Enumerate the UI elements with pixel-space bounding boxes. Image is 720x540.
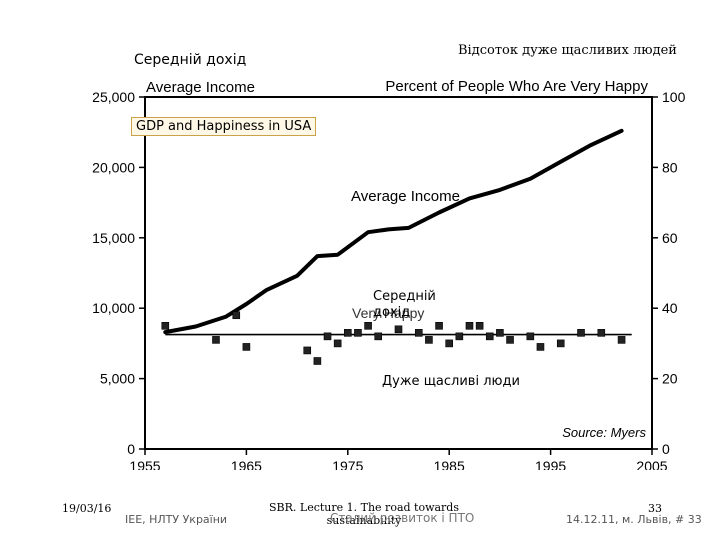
happy-point: [577, 329, 585, 337]
happy-point: [475, 321, 484, 330]
happy-point: [354, 329, 362, 337]
happy-point: [536, 343, 545, 351]
happy-point: [496, 329, 504, 337]
happy-point: [435, 321, 443, 330]
y-right-tick-label-1: 20: [662, 371, 678, 387]
happy-point: [526, 332, 535, 341]
happy-point: [333, 339, 342, 348]
happy-series-label: Very Happy: [352, 305, 424, 321]
footer-lecture: SBR. Lecture 1. The road towards sustain…: [269, 501, 459, 527]
y-left-tick-label-2: 10,000: [92, 300, 135, 316]
happy-percent-ua-label: Відсоток дуже щасливих людей: [458, 43, 677, 58]
happy-point: [303, 346, 312, 355]
gdp-happiness-box: GDP and Happiness in USA: [131, 117, 317, 136]
x-tick-label-0: 1955: [129, 458, 160, 470]
x-tick-label-4: 1995: [535, 458, 566, 470]
y-right-tick-label-0: 0: [662, 441, 670, 457]
avg-income-ua-label: Середній дохід: [134, 52, 247, 68]
happy-point: [242, 343, 251, 351]
happy-point: [161, 321, 170, 330]
happy-point: [485, 332, 494, 341]
happy-point: [425, 336, 433, 344]
y-left-tick-label-0: 0: [127, 441, 135, 457]
y-left-tick-label-1: 5,000: [100, 371, 135, 387]
right-axis-title: Percent of People Who Are Very Happy: [385, 78, 648, 95]
happy-point: [617, 336, 626, 344]
footer-date: 19/03/16: [62, 502, 112, 515]
chart-source: Source: Myers: [562, 425, 646, 440]
x-tick-label-1: 1965: [231, 458, 262, 470]
left-axis-title: Average Income: [146, 79, 255, 96]
happy-point: [343, 329, 352, 337]
happy-point: [394, 325, 403, 334]
y-right-tick-label-3: 60: [662, 230, 678, 246]
footer-place-date: 14.12.11, м. Львів, # 33: [566, 513, 702, 526]
x-tick-label-3: 1985: [434, 458, 465, 470]
happy-point: [445, 339, 454, 348]
y-right-tick-label-5: 100: [662, 89, 686, 105]
x-tick-label-2: 1975: [332, 458, 363, 470]
income-series-label: Average Income: [351, 188, 460, 205]
happy-point: [232, 311, 241, 320]
happy-point: [374, 332, 383, 341]
happy-point: [597, 329, 606, 337]
plot-frame: [144, 96, 653, 450]
footer-page: 33: [648, 502, 662, 515]
footer-subtitle: Сталий розвиток і ПТО: [330, 511, 475, 525]
happy-point: [323, 332, 332, 341]
happy-point: [212, 336, 220, 344]
y-left-tick-label-4: 20,000: [92, 159, 135, 175]
x-tick-label-5: 2005: [636, 458, 667, 470]
mid-income-ua-label: Середній дохід: [373, 289, 436, 320]
very-happy-ua-label: Дуже щасливі люди: [382, 374, 520, 389]
happy-point: [506, 336, 514, 344]
happy-point: [313, 357, 322, 365]
happy-point: [414, 329, 423, 337]
y-left-tick-label-3: 15,000: [92, 230, 135, 246]
y-left-tick-label-5: 25,000: [92, 89, 135, 105]
y-right-tick-label-2: 40: [662, 300, 678, 316]
happy-point: [465, 321, 474, 330]
footer-source: IEE, НЛТУ України: [125, 513, 228, 526]
happy-point: [455, 332, 464, 341]
gdp-happiness-chart: 1955 1965 1975 1985 1995 2005 0 5,000 10,000 15,…: [92, 78, 686, 470]
y-right-tick-label-4: 80: [662, 159, 678, 175]
happy-point: [556, 339, 565, 348]
happy-point: [364, 321, 372, 330]
income-line: [163, 128, 624, 335]
